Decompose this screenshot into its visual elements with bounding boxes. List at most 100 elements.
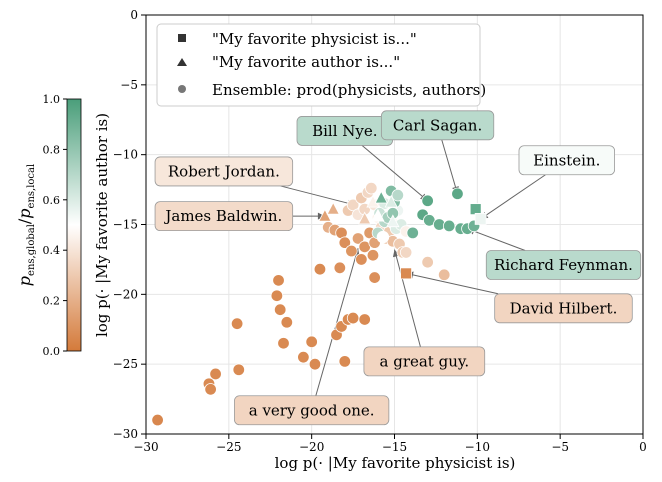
ensemble-point: [232, 363, 245, 376]
y-tick-label: −15: [113, 218, 138, 232]
ensemble-point: [230, 317, 244, 330]
legend-label-author: "My favorite author is...": [212, 53, 400, 71]
ensemble-point: [399, 246, 413, 259]
colorbar-label-den-main: p: [15, 208, 34, 218]
colorbar-tick-label: 1.0: [43, 93, 61, 106]
legend-label-physicist: "My favorite physicist is...": [212, 30, 417, 48]
annotation-box: [380, 110, 495, 141]
x-axis-ticks: −30 −25 −20 −15 −10 −5 0: [133, 434, 647, 454]
ensemble-point: [366, 249, 380, 262]
annotation-label: Richard Feynman.: [494, 256, 633, 274]
annotation-box: [154, 156, 294, 187]
annotation-box: [234, 395, 390, 426]
legend-square-marker: [178, 34, 186, 42]
annotation-arrow-line: [315, 248, 359, 396]
annotation-arrow-line: [280, 185, 355, 206]
author-point: [358, 211, 372, 225]
x-axis-label: log p(· |My favorite physicist is): [275, 454, 516, 472]
ensemble-point: [365, 181, 378, 195]
annotation-arrow-line: [361, 145, 428, 202]
y-axis-ticks: 0 −5 −10 −15 −20 −25 −30: [113, 8, 146, 441]
annotation-arrow-line: [441, 139, 458, 194]
y-tick-label: −20: [113, 287, 138, 301]
y-tick-label: −25: [113, 357, 138, 371]
ensemble-point: [451, 187, 464, 200]
ensemble-point: [442, 219, 456, 233]
physicist-point: [469, 203, 482, 216]
ensemble-point: [308, 357, 322, 371]
annotation-label: Einstein.: [533, 151, 600, 169]
annotation-label: Bill Nye.: [312, 122, 377, 140]
ensemble-point: [305, 335, 318, 349]
ensemble-point: [270, 289, 284, 302]
ensemble-point: [355, 253, 368, 266]
annotation-arrow-line: [467, 228, 526, 251]
y-tick-label: 0: [130, 8, 138, 22]
legend-triangle-marker: [177, 58, 187, 66]
ensemble-point: [368, 271, 381, 284]
ensemble-point: [346, 311, 360, 325]
annotation-label: David Hilbert.: [510, 299, 618, 317]
ensemble-point: [313, 262, 327, 276]
x-tick-label: −25: [216, 440, 241, 454]
author-point: [371, 208, 385, 222]
x-tick-label: −15: [382, 440, 407, 454]
ensemble-point: [338, 355, 352, 368]
colorbar-tick-label: 0.2: [43, 295, 61, 308]
colorbar: 0.0 0.2 0.4 0.6 0.8 1.0 pens,global/pens,loca…: [15, 93, 82, 358]
ensemble-point: [280, 316, 294, 329]
colorbar-label: pens,global/pens,local: [15, 164, 37, 286]
annotation-box: [154, 201, 294, 232]
annotation-label: James Baldwin.: [163, 207, 282, 225]
ensemble-point: [358, 313, 371, 326]
annotation-label: a great guy.: [380, 352, 470, 370]
y-axis-label: log p(· |My favorite author is): [93, 113, 111, 337]
legend-box: [156, 23, 481, 107]
ensemble-point: [272, 274, 285, 287]
legend: "My favorite physicist is..." "My favori…: [156, 23, 486, 107]
ensemble-point: [351, 232, 365, 245]
annotation-arrow-line: [394, 249, 421, 348]
legend-circle-marker: [178, 85, 186, 93]
annotation-box: [494, 293, 633, 324]
ensemble-point: [338, 236, 352, 249]
colorbar-gradient: [66, 98, 82, 352]
data-points: [151, 181, 487, 427]
ensemble-point: [346, 198, 360, 212]
ensemble-point: [297, 350, 310, 364]
ensemble-point: [204, 383, 217, 396]
physicist-point: [400, 267, 412, 280]
colorbar-ticks: 0.0 0.2 0.4 0.6 0.8 1.0: [43, 93, 67, 358]
ensemble-point: [421, 256, 434, 269]
colorbar-tick-label: 0.8: [43, 143, 61, 156]
author-point: [386, 214, 400, 228]
ensemble-point: [151, 413, 164, 427]
author-point: [318, 208, 332, 222]
annotation-labels: Bill Nye. Carl Sagan. Einstein. Robert Jord…: [154, 110, 642, 426]
annotation-label: a very good one.: [249, 401, 375, 419]
ensemble-point: [406, 226, 419, 240]
ensemble-point: [333, 261, 347, 274]
annotation-box: [518, 145, 615, 176]
colorbar-label-num-sub: ens,global: [26, 224, 37, 276]
colorbar-tick-label: 0.4: [43, 244, 61, 257]
ensemble-point: [345, 244, 358, 258]
ensemble-point: [391, 188, 405, 202]
colorbar-label-num-main: p: [15, 276, 34, 286]
y-tick-label: −10: [113, 148, 138, 162]
x-tick-label: −30: [133, 440, 158, 454]
ensemble-point: [421, 194, 434, 207]
x-tick-label: −5: [551, 440, 569, 454]
annotation-box: [485, 250, 642, 280]
ensemble-point: [273, 303, 287, 316]
ensemble-point: [376, 230, 390, 244]
physicist-point: [474, 213, 487, 225]
annotation-arrow-line: [480, 174, 546, 220]
author-point: [384, 194, 398, 208]
colorbar-tick-label: 0.6: [43, 194, 61, 207]
annotation-label: Robert Jordan.: [168, 162, 280, 180]
colorbar-label-den-sub: ens,local: [26, 164, 37, 209]
y-tick-label: −5: [120, 78, 138, 92]
annotation-box: [363, 346, 486, 377]
